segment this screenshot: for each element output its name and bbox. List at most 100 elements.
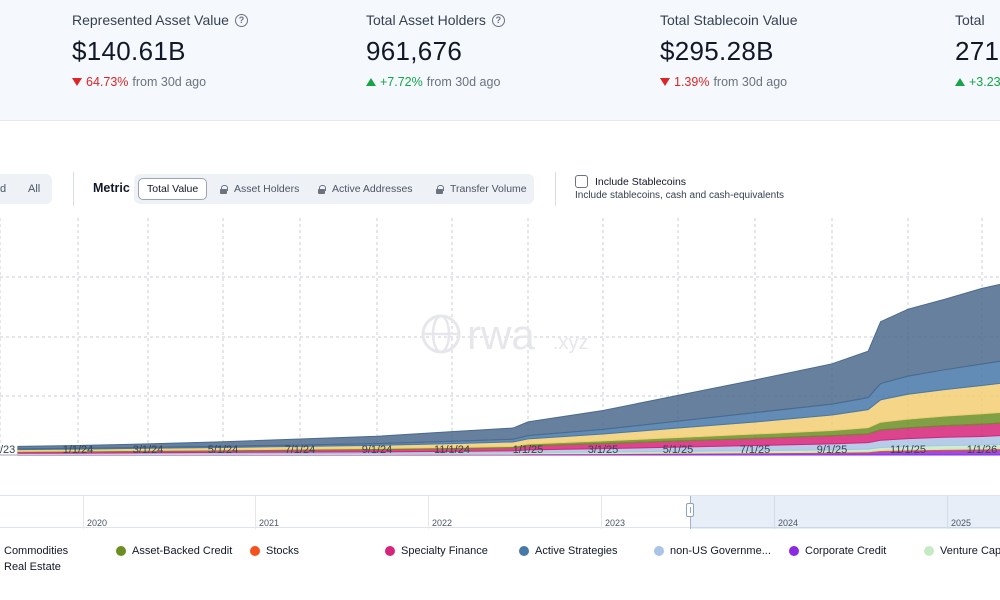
x-axis-ticks: /23 1/1/24 3/1/24 5/1/24 7/1/24 9/1/24 11/1/24… — [0, 444, 997, 456]
metric-button-label: Total Value — [147, 183, 199, 195]
arrow-up-icon — [366, 78, 376, 86]
navigator-year-tick — [83, 496, 84, 529]
legend-item[interactable]: Venture Capi — [924, 545, 1000, 557]
change-percent: +3.23 — [969, 75, 1000, 89]
legend-label: Real Estate — [4, 561, 61, 573]
legend-item[interactable]: Stocks — [250, 545, 299, 557]
stat-label-text: Total Asset Holders — [366, 12, 486, 28]
metric-transfer-volume-button[interactable]: Transfer Volume — [428, 178, 535, 200]
change-suffix: from 30d ago — [426, 75, 501, 89]
stat-value: 271. — [955, 36, 1000, 66]
legend-label: Venture Capi — [940, 545, 1000, 557]
legend-item[interactable]: non-US Governme... — [654, 545, 771, 557]
info-icon[interactable]: ? — [234, 13, 248, 27]
time-range-group: d All — [0, 174, 52, 204]
stat-value: $295.28B — [660, 36, 774, 66]
legend-swatch — [789, 546, 799, 556]
lock-icon — [436, 184, 444, 194]
range-option-partial[interactable]: d — [0, 183, 7, 195]
watermark-text: rwa — [467, 311, 535, 358]
stat-label: Represented Asset Value? — [72, 12, 362, 28]
legend-label: Stocks — [266, 545, 300, 557]
lock-icon — [318, 184, 326, 194]
change-suffix: from 30d ago — [132, 75, 207, 89]
navigator-year-tick — [947, 496, 948, 529]
stat-change: 64.73% from 30d ago — [72, 75, 362, 89]
x-tick-label: 11/1/25 — [890, 444, 926, 456]
include-stablecoins-label[interactable]: Include Stablecoins — [595, 176, 687, 188]
legend-item[interactable]: Commodities — [0, 545, 68, 557]
divider — [555, 172, 556, 206]
legend-label: Active Strategies — [535, 545, 618, 557]
stat-label-text: Represented Asset Value — [72, 12, 229, 28]
watermark-subtext: .xyz — [553, 332, 589, 354]
stat-change: +3.23 — [955, 75, 1000, 89]
legend-label: Commodities — [4, 545, 69, 557]
legend-swatch — [116, 546, 126, 556]
navigator-year-tick — [774, 496, 775, 529]
divider — [73, 172, 74, 206]
chart-controls: d All Metric Total Value Asset Holders A… — [0, 172, 1000, 206]
x-tick-label: 1/1/26 — [967, 444, 998, 456]
legend-item[interactable]: Specialty Finance — [385, 545, 488, 557]
navigator-year-label: 2020 — [87, 518, 108, 528]
stat-total-stablecoin-value: Total Stablecoin Value $295.28B 1.39% fro… — [660, 12, 950, 89]
arrow-down-icon — [72, 78, 82, 86]
x-tick-label: 3/1/24 — [133, 444, 164, 456]
legend-item[interactable]: Corporate Credit — [789, 545, 886, 557]
metric-asset-holders-button[interactable]: Asset Holders — [212, 178, 307, 200]
legend-label: Specialty Finance — [401, 545, 488, 557]
x-tick-label: 9/1/24 — [362, 444, 393, 456]
legend-item[interactable]: Active Strategies — [519, 545, 618, 557]
navigator-selection-window[interactable] — [690, 496, 1000, 529]
include-stablecoins-checkbox[interactable] — [575, 175, 588, 188]
navigator-left-handle[interactable] — [686, 503, 694, 517]
navigator-year-tick — [255, 496, 256, 529]
globe-logo-icon — [421, 314, 461, 354]
stacked-area-chart[interactable]: rwa .xyz /23 1/1/24 3/1/24 5/1/24 7/1/24 9/1/… — [0, 218, 1000, 468]
x-tick-label: 1/1/24 — [63, 444, 94, 456]
stat-label: Total — [955, 12, 1000, 28]
legend-item[interactable]: Real Estate — [0, 561, 61, 573]
stats-bar: Represented Asset Value? $140.61B 64.73%… — [0, 0, 1000, 121]
x-tick-label: 5/1/25 — [663, 444, 694, 456]
change-suffix: from 30d ago — [713, 75, 788, 89]
navigator-year-label: 2025 — [951, 518, 972, 528]
stat-label: Total Asset Holders? — [366, 12, 656, 28]
x-tick-label: 7/1/25 — [740, 444, 771, 456]
navigator-year-label: 2023 — [605, 518, 626, 528]
stat-total-asset-holders: Total Asset Holders? 961,676 +7.72% from … — [366, 12, 656, 89]
navigator-year-tick — [428, 496, 429, 529]
change-percent: 1.39% — [674, 75, 710, 89]
legend-swatch — [385, 546, 395, 556]
legend-swatch — [924, 546, 934, 556]
arrow-down-icon — [660, 78, 670, 86]
legend-swatch — [519, 546, 529, 556]
x-tick-label: 3/1/25 — [588, 444, 619, 456]
change-percent: 64.73% — [86, 75, 129, 89]
navigator-year-label: 2021 — [259, 518, 280, 528]
stat-total-partial: Total 271. +3.23 — [955, 12, 1000, 89]
info-icon[interactable]: ? — [491, 13, 505, 27]
legend-label: Asset-Backed Credit — [132, 545, 233, 557]
x-tick-label: 1/1/25 — [513, 444, 544, 456]
legend-label: non-US Governme... — [670, 545, 771, 557]
stat-value: $140.61B — [72, 36, 186, 66]
time-navigator[interactable]: 2020 2021 2022 2023 2024 2025 — [0, 495, 1000, 529]
metric-active-addresses-button[interactable]: Active Addresses — [310, 178, 421, 200]
stat-value: 961,676 — [366, 36, 463, 66]
range-option-all[interactable]: All — [28, 183, 41, 195]
navigator-year-tick — [601, 496, 602, 529]
metric-total-value-button[interactable]: Total Value — [138, 178, 208, 200]
chart-areas — [17, 283, 1000, 456]
x-tick-label: 7/1/24 — [285, 444, 316, 456]
metric-label: Metric — [93, 181, 130, 195]
lock-icon — [220, 184, 228, 194]
metric-button-label: Active Addresses — [332, 183, 413, 195]
x-tick-label: 11/1/24 — [434, 444, 470, 456]
x-tick-label: 9/1/25 — [817, 444, 848, 456]
navigator-year-label: 2024 — [778, 518, 799, 528]
legend-item[interactable]: Asset-Backed Credit — [116, 545, 232, 557]
stat-change: 1.39% from 30d ago — [660, 75, 950, 89]
metric-button-label: Transfer Volume — [450, 183, 527, 195]
